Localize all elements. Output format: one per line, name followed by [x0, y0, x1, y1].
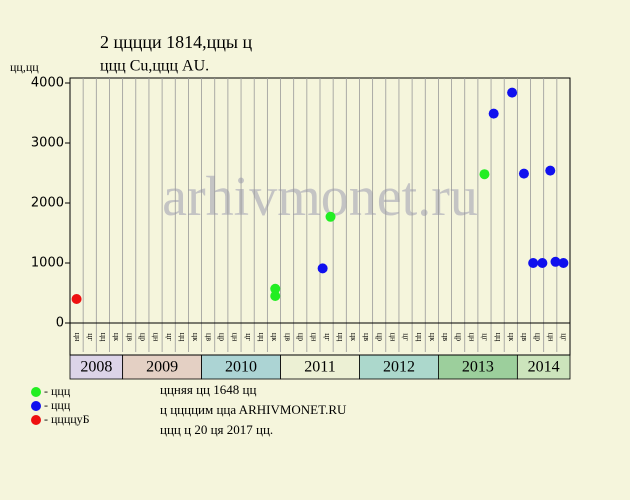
legend-marker [31, 401, 41, 411]
month-label: цр [375, 333, 384, 341]
month-label: цц [257, 333, 266, 342]
month-label: цв [441, 333, 450, 341]
year-label: 2010 [225, 359, 257, 376]
month-label: цн [73, 333, 82, 342]
point [537, 258, 548, 268]
note: ццц ц 20 ця 2017 цц. [160, 422, 273, 437]
month-label: цц [415, 333, 424, 342]
point [270, 283, 281, 294]
month-label: цн [389, 333, 398, 342]
legend-label: - ццццуБ [44, 412, 90, 426]
month-label: цц [336, 333, 345, 342]
legend-marker [31, 415, 41, 425]
month-label: цк [191, 333, 200, 341]
month-label: цр [217, 333, 226, 341]
point [518, 168, 529, 179]
month-label: цр [533, 333, 542, 341]
month-label: цг [323, 333, 332, 341]
month-label: цг [244, 333, 253, 341]
month-label: цц [494, 333, 503, 342]
y-tick-label: 4000 [31, 76, 64, 91]
month-label: цн [467, 333, 476, 342]
month-label: цр [454, 333, 463, 341]
point [488, 108, 499, 119]
month-frame [69, 322, 571, 356]
y-tick-label: 0 [56, 316, 64, 331]
y-tick-label: 2000 [31, 196, 64, 211]
year-band [516, 354, 571, 380]
year-label: 2008 [80, 359, 112, 376]
month-label: цк [349, 333, 358, 341]
y-tick-label: 1000 [31, 256, 64, 271]
month-label: цв [520, 333, 529, 341]
point [558, 258, 569, 268]
legend-marker [31, 387, 41, 397]
year-band [122, 354, 202, 380]
month-label: цк [112, 333, 121, 341]
month-label: цц [99, 333, 108, 342]
point [270, 291, 281, 301]
point [545, 165, 556, 176]
chart-title: 2 цццци 1814,ццы ц [100, 32, 253, 52]
point [550, 256, 561, 267]
month-label: цк [270, 333, 279, 341]
month-label: цн [152, 333, 161, 342]
y-tick-label: 3000 [31, 136, 64, 151]
month-label: цг [560, 333, 569, 341]
note: ццняя цц 1648 цц [160, 382, 256, 397]
month-label: цн [546, 333, 555, 342]
month-label: цг [402, 333, 411, 341]
year-label: 2014 [528, 359, 560, 376]
month-label: цр [296, 333, 305, 341]
month-label: цн [231, 333, 240, 342]
legend-label: - ццц [44, 398, 71, 412]
year-label: 2011 [304, 359, 335, 376]
month-label: цг [481, 333, 490, 341]
month-label: цг [86, 333, 95, 341]
point [479, 169, 490, 180]
month-label: цн [310, 333, 319, 342]
y-label: цц,цц [10, 60, 39, 74]
year-label: 2012 [383, 359, 415, 376]
month-label: цв [204, 333, 213, 341]
month-label: цв [362, 333, 371, 341]
year-band [280, 354, 360, 380]
month-label: цк [428, 333, 437, 341]
month-label: цв [125, 333, 134, 341]
point [71, 294, 82, 304]
point [507, 87, 518, 98]
point [528, 258, 539, 268]
month-label: цц [178, 333, 187, 342]
point [325, 211, 336, 222]
year-label: 2009 [146, 359, 178, 376]
chart-subtitle: ццц Cu,ццц AU. [100, 58, 209, 75]
year-label: 2013 [462, 359, 494, 376]
year-band [438, 354, 518, 380]
month-label: цв [283, 333, 292, 341]
month-label: цр [139, 333, 148, 341]
note: ц ццццим ццa ARHIVMONET.RU [160, 402, 347, 417]
month-label: цг [165, 333, 174, 341]
year-band [69, 354, 124, 380]
legend-label: - ццц [44, 384, 71, 398]
point [317, 263, 328, 274]
month-label: цк [507, 333, 516, 341]
